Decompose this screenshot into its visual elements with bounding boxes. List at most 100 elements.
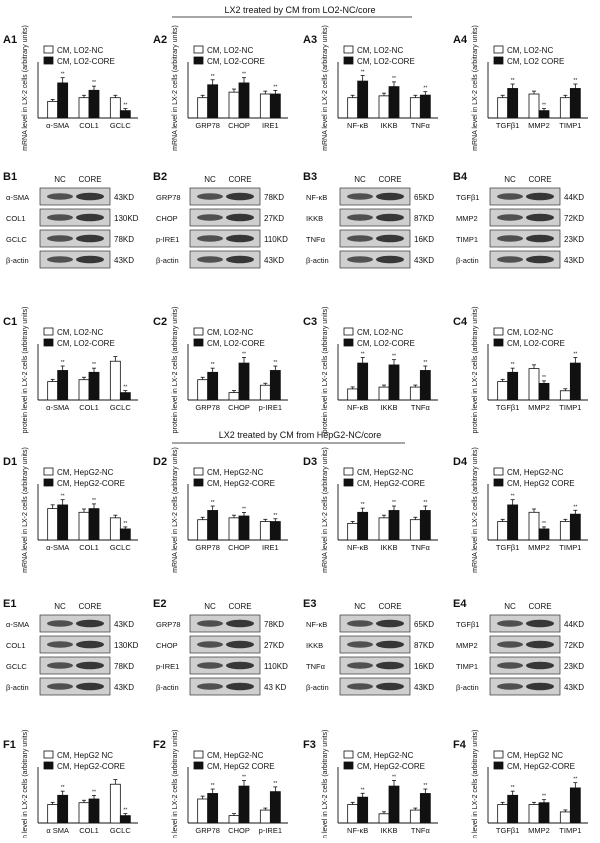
bar-core (119, 392, 131, 401)
row-label: NF-κB (306, 193, 327, 202)
y-axis-label: protein level in LX-2 cells (arbitrary u… (322, 307, 329, 434)
bar-nc (228, 517, 240, 541)
band-core (226, 234, 254, 243)
blot-strip (339, 656, 411, 675)
column-label-core: CORE (78, 602, 101, 611)
column-label-core: CORE (228, 175, 251, 184)
legend-swatch-core (493, 478, 504, 487)
y-axis-label: protein level in LX-2 cells (arbitrary u… (172, 730, 179, 838)
row-label: β-actin (306, 683, 329, 692)
bar-core (119, 110, 131, 119)
band-nc (197, 235, 223, 242)
band-core (376, 619, 404, 628)
kd-label: 43KD (114, 193, 134, 202)
significance-mark: ** (242, 352, 246, 358)
bar-nc (109, 97, 121, 119)
tick-label: IKKB (380, 543, 397, 552)
y-axis-label: mRNA level in LX-2 cells (arbitrary unit… (322, 25, 329, 151)
bar-core (419, 510, 431, 541)
legend-swatch-nc (343, 327, 354, 336)
kd-label: 44KD (564, 193, 584, 202)
bar-nc (78, 802, 90, 824)
legend-swatch-core (193, 761, 204, 770)
row-label: TIMP1 (456, 235, 478, 244)
legend-swatch-nc (193, 327, 204, 336)
legend-label-nc: CM, LO2-NC (207, 46, 253, 55)
blot-strip (39, 187, 111, 206)
significance-mark: ** (242, 506, 246, 512)
header-mid: LX2 treated by CM from HepG2-NC/core (219, 430, 382, 440)
tick-label: GCLC (110, 121, 131, 130)
panel-label: A3 (303, 34, 317, 46)
bar-core (388, 510, 400, 541)
blot-B4: B4 NC CORE TGFβ1 44KD MMP2 72KD TIMP1 23KD β-acti… (453, 171, 584, 269)
bar-nc (347, 97, 359, 119)
bar-nc (378, 95, 390, 119)
legend-swatch-nc (493, 750, 504, 759)
tick-label: NF-κB (347, 543, 368, 552)
legend-label-core: CM, HepG2-CORE (57, 762, 125, 771)
panel-label: C3 (303, 316, 317, 328)
bar-nc (528, 804, 540, 824)
bar-core (538, 382, 550, 401)
chart-D3: D3 mRNA level in LX-2 cells (arbitrary un… (303, 447, 438, 573)
kd-label: 78KD (264, 620, 284, 629)
legend-label-nc: CM, HepG2-NC (207, 751, 264, 760)
panel-label: F4 (453, 739, 467, 751)
significance-mark: ** (392, 76, 396, 82)
bar-nc (228, 815, 240, 824)
band-core (526, 682, 554, 691)
band-nc (497, 620, 523, 627)
panel-label: A2 (153, 34, 167, 46)
blot-strip (339, 208, 411, 227)
band-core (226, 255, 254, 264)
band-nc (197, 193, 223, 200)
chart-F2: F2 protein level in LX-2 cells (arbitrary… (153, 730, 288, 843)
legend-swatch-core (193, 478, 204, 487)
legend-swatch-nc (493, 467, 504, 476)
tick-label: TNFα (411, 826, 431, 835)
band-core (76, 255, 104, 264)
blot-E3: E3 NC CORE NF-κB 65KD IKKB 87KD TNFα 16KD β-actin… (303, 598, 434, 696)
bar-core (88, 371, 100, 401)
row-label: TGFβ1 (456, 193, 479, 202)
significance-mark: ** (361, 787, 365, 793)
row-label: p-IRE1 (156, 235, 179, 244)
bar-core (88, 508, 100, 541)
kd-label: 43KD (114, 620, 134, 629)
tick-label: TGFβ1 (496, 121, 519, 130)
column-label-nc: NC (204, 602, 216, 611)
bar-core (119, 815, 131, 824)
blot-strip (39, 250, 111, 269)
tick-label: TIMP1 (559, 826, 581, 835)
row-label: IKKB (306, 214, 323, 223)
bar-nc (109, 360, 121, 401)
significance-mark: ** (542, 521, 546, 527)
tick-label: IKKB (380, 121, 397, 130)
bar-core (357, 511, 369, 541)
band-nc (197, 641, 223, 648)
tick-label: α-SMA (46, 121, 69, 130)
column-label-nc: NC (504, 175, 516, 184)
legend-label-nc: CM, HepG2-NC (207, 468, 264, 477)
band-core (226, 661, 254, 670)
bar-nc (78, 97, 90, 119)
blot-strip (39, 677, 111, 696)
bar-core (388, 785, 400, 824)
legend-label-core: CM, HepG2 CORE (507, 479, 575, 488)
blot-strip (339, 250, 411, 269)
legend: CM, HepG2-NC CM, HepG2-CORE (193, 467, 275, 488)
blot-strip (339, 635, 411, 654)
panel-label: B2 (153, 171, 167, 183)
row-label: GRP78 (156, 193, 181, 202)
bar-nc (559, 390, 571, 401)
panel-label: F2 (153, 739, 166, 751)
bar-nc (197, 97, 209, 119)
bar-nc (347, 522, 359, 541)
legend-label-nc: CM, HepG2-NC (357, 468, 414, 477)
chart-D1: D1 mRNA level in LX-2 cells (arbitrary un… (3, 447, 138, 573)
bar-core (357, 362, 369, 401)
band-core (526, 255, 554, 264)
column-label-nc: NC (54, 175, 66, 184)
tick-label: MMP2 (528, 826, 550, 835)
